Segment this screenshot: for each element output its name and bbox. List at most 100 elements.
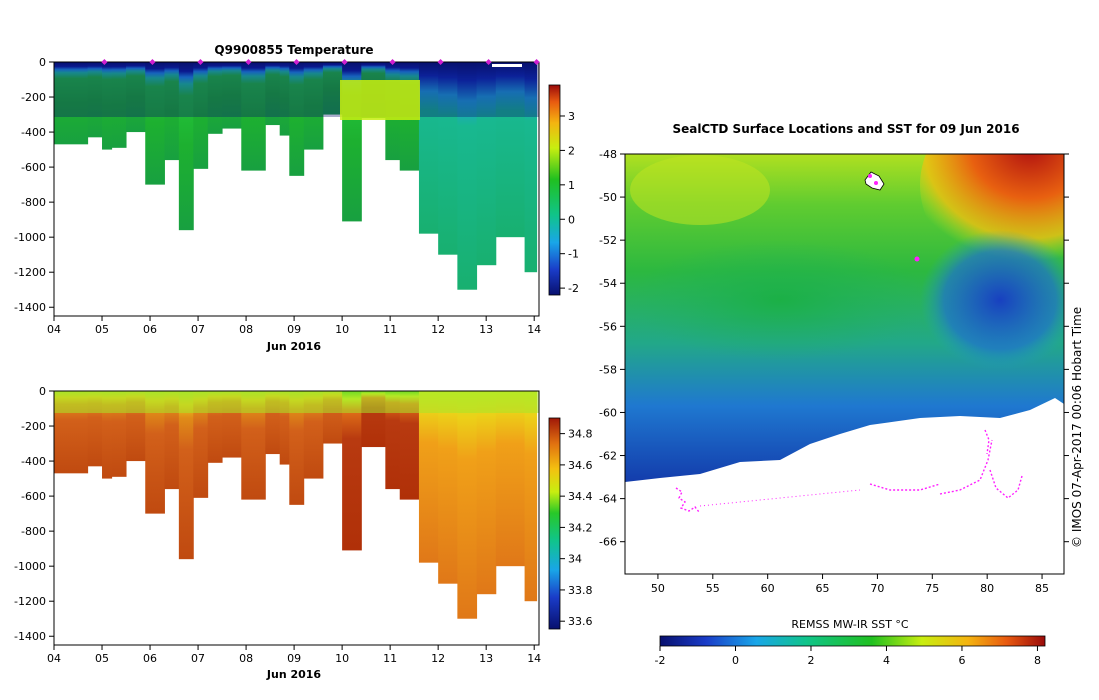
profile-bar: [524, 391, 538, 602]
map-y-tick-label: -66: [599, 536, 617, 549]
temperature-y-axis: 0 -200 -400 -600 -800 -1000 -1200 -1400: [14, 56, 54, 314]
x-tick-label: 06: [143, 652, 157, 665]
salinity-frame: [53, 390, 540, 646]
x-tick-label: 11: [383, 652, 397, 665]
profile-bar: [164, 62, 180, 161]
profile-bar: [476, 62, 497, 266]
cold-sst-region: [920, 230, 1064, 370]
salinity-y-axis: 0 -200 -400 -600 -800 -1000 -1200 -1400: [14, 385, 54, 643]
profile-marker: [437, 59, 444, 65]
x-tick-label: 07: [191, 652, 205, 665]
y-tick-label: -400: [21, 126, 46, 139]
map-colorbar-tick-label: 8: [1034, 654, 1041, 667]
profile-bar: [193, 62, 209, 169]
profile-bar: [303, 62, 324, 150]
map-colorbar-tick-label: 2: [807, 654, 814, 667]
profile-bar: [102, 62, 113, 150]
profile-marker: [101, 59, 108, 65]
profile-bar: [54, 62, 89, 145]
colorbar-tick-label: 34.4: [568, 490, 593, 503]
profile-bar: [265, 62, 281, 126]
temperature-xlabel: Jun 2016: [266, 340, 322, 353]
map-x-tick-label: 70: [870, 582, 884, 595]
ice-mask: [625, 398, 1064, 574]
surface-location: [914, 256, 920, 262]
profile-bar: [438, 62, 458, 255]
x-tick-label: 04: [47, 323, 61, 336]
y-tick-label: -400: [21, 455, 46, 468]
warm-band: [630, 155, 770, 225]
y-tick-label: -1400: [14, 301, 46, 314]
profile-bar: [457, 391, 478, 619]
map-y-tick-label: -58: [599, 363, 617, 376]
profile-bar: [322, 62, 343, 115]
x-tick-label: 09: [287, 652, 301, 665]
map-x-tick-label: 80: [980, 582, 994, 595]
map-frame: [624, 153, 1065, 575]
temperature-profiles: [54, 62, 538, 290]
profile-marker: [341, 59, 348, 65]
temperature-title: Q9900855 Temperature: [214, 43, 373, 57]
temperature-panel: Q9900855 Temperature 0 -200 -400 -600 -800 -1…: [14, 43, 579, 353]
colorbar-tick-label: 1: [568, 179, 575, 192]
map-colorbar-tick-label: 6: [958, 654, 965, 667]
profile-bar: [289, 391, 305, 505]
y-tick-label: -1200: [14, 595, 46, 608]
profile-marker: [149, 59, 156, 65]
colorbar-tick-label: 34: [568, 553, 582, 566]
x-tick-label: 06: [143, 323, 157, 336]
y-tick-label: -800: [21, 525, 46, 538]
profile-bar: [145, 391, 165, 514]
y-tick-label: -1000: [14, 560, 46, 573]
copyright-note: © IMOS 07-Apr-2017 00:06 Hobart Time: [1070, 307, 1084, 548]
salinity-profiles: [54, 391, 538, 619]
colorbar-tick-label: 34.2: [568, 521, 593, 534]
profile-bar: [193, 391, 209, 498]
profile-bar: [524, 62, 538, 273]
gap-marker: [492, 64, 522, 67]
profile-bar: [279, 391, 290, 465]
profile-bar: [164, 391, 180, 490]
profile-bar: [495, 391, 526, 567]
x-tick-label: 14: [527, 652, 541, 665]
colorbar-tick-label: 33.6: [568, 615, 593, 628]
profile-marker: [245, 59, 252, 65]
profile-marker: [533, 59, 540, 65]
warm-intrusion: [340, 80, 420, 120]
temperature-x-axis: 04 05 06 07 08 09 10 11 12 13 14: [47, 316, 541, 336]
y-tick-label: 0: [39, 56, 46, 69]
map-y-tick-label: -62: [599, 450, 617, 463]
map-y-tick-label: -64: [599, 493, 617, 506]
colorbar-tick-label: 33.8: [568, 584, 593, 597]
y-tick-label: -200: [21, 91, 46, 104]
y-tick-label: 0: [39, 385, 46, 398]
x-tick-label: 11: [383, 323, 397, 336]
sst-field: [625, 154, 1064, 574]
map-x-tick-label: 55: [706, 582, 720, 595]
salinity-colorbar-ticks: 34.8 34.6 34.4 34.2 34 33.8 33.6: [560, 428, 593, 628]
temperature-colorbar: [548, 84, 561, 296]
map-colorbar: [659, 635, 1046, 647]
colorbar-tick-label: 34.6: [568, 459, 593, 472]
map-x-tick-label: 50: [651, 582, 665, 595]
profile-bar: [126, 62, 146, 133]
colorbar-tick-label: 2: [568, 144, 575, 157]
profile-bar: [342, 391, 362, 551]
map-colorbar-ticks: -2 0 2 4 6 8: [655, 646, 1041, 667]
map-y-tick-label: -50: [599, 191, 617, 204]
map-x-tick-label: 85: [1035, 582, 1049, 595]
profile-bar: [399, 391, 420, 500]
x-tick-label: 10: [335, 323, 349, 336]
seal-track: [675, 429, 1023, 513]
map-title: SealCTD Surface Locations and SST for 09…: [672, 122, 1019, 136]
x-tick-label: 04: [47, 652, 61, 665]
temperature-colorbar-ticks: 3 2 1 0 -1 -2: [560, 110, 579, 295]
profile-bar: [241, 62, 266, 171]
surface-location: [868, 174, 872, 178]
map-y-tick-label: -48: [599, 148, 617, 161]
salinity-panel: 0-200-400-600-800-1000-1200-1400 04 05 06 0…: [14, 385, 592, 681]
map-y-tick-label: -54: [599, 277, 617, 290]
profile-bar: [418, 391, 439, 563]
y-tick-label: -600: [21, 161, 46, 174]
map-x-tick-label: 65: [816, 582, 830, 595]
